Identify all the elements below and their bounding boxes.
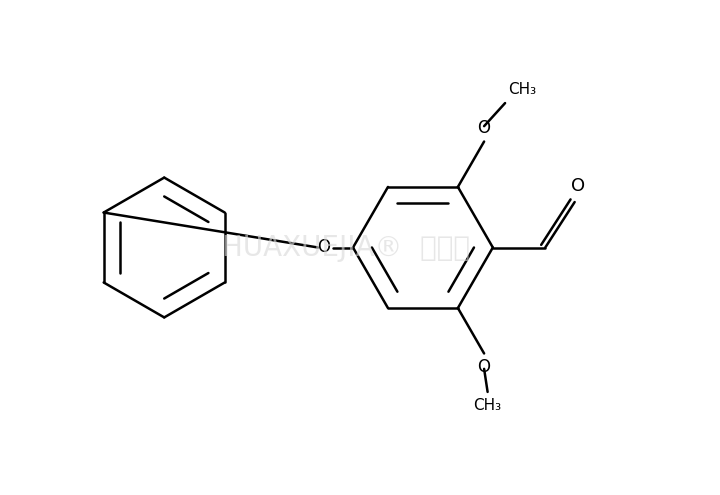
Text: HUAXUEJIA®  化学加: HUAXUEJIA® 化学加 <box>222 234 470 261</box>
Text: O: O <box>477 358 490 376</box>
Text: CH₃: CH₃ <box>474 397 502 412</box>
Text: O: O <box>317 239 330 256</box>
Text: O: O <box>477 119 490 137</box>
Text: CH₃: CH₃ <box>508 83 536 98</box>
Text: O: O <box>571 177 585 195</box>
